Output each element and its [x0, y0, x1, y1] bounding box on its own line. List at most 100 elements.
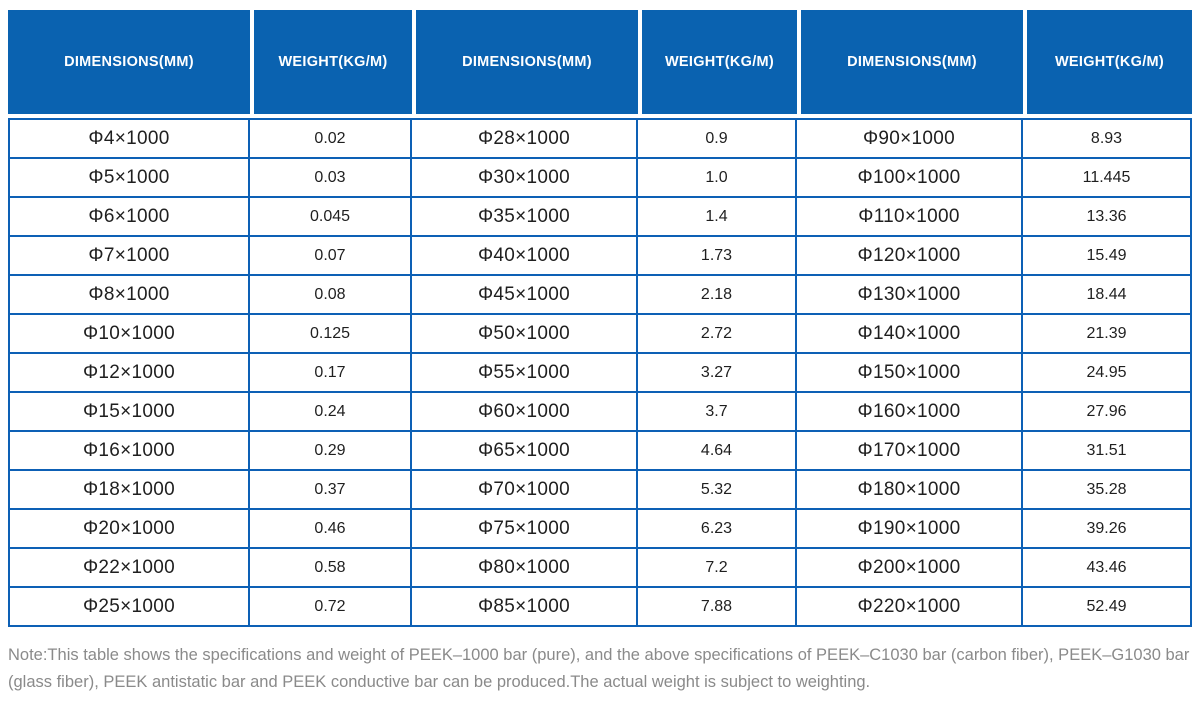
table-row: Φ8×1000 0.08 Φ45×1000 2.18 Φ130×1000 18.44	[8, 276, 1192, 315]
weight-cell: 0.07	[250, 237, 412, 276]
weight-cell: 27.96	[1023, 393, 1192, 432]
dimension-cell: Φ85×1000	[412, 588, 638, 627]
dimension-cell: Φ5×1000	[8, 159, 250, 198]
weight-cell: 52.49	[1023, 588, 1192, 627]
weight-cell: 0.24	[250, 393, 412, 432]
dimension-cell: Φ35×1000	[412, 198, 638, 237]
table-row: Φ4×1000 0.02 Φ28×1000 0.9 Φ90×1000 8.93	[8, 118, 1192, 159]
dimension-cell: Φ4×1000	[8, 118, 250, 159]
dimension-cell: Φ220×1000	[797, 588, 1023, 627]
table-row: Φ25×1000 0.72 Φ85×1000 7.88 Φ220×1000 52.49	[8, 588, 1192, 627]
dimension-cell: Φ170×1000	[797, 432, 1023, 471]
weight-cell: 39.26	[1023, 510, 1192, 549]
dimension-cell: Φ55×1000	[412, 354, 638, 393]
column-header-dimensions-2: DIMENSIONS(MM)	[412, 10, 638, 118]
dimension-cell: Φ100×1000	[797, 159, 1023, 198]
weight-cell: 0.37	[250, 471, 412, 510]
weight-cell: 1.0	[638, 159, 797, 198]
dimension-cell: Φ90×1000	[797, 118, 1023, 159]
weight-cell: 24.95	[1023, 354, 1192, 393]
column-header-weight-3: WEIGHT(KG/M)	[1023, 10, 1192, 118]
dimension-cell: Φ150×1000	[797, 354, 1023, 393]
dimension-cell: Φ50×1000	[412, 315, 638, 354]
weight-cell: 21.39	[1023, 315, 1192, 354]
weight-cell: 0.02	[250, 118, 412, 159]
weight-cell: 0.46	[250, 510, 412, 549]
column-header-dimensions-3: DIMENSIONS(MM)	[797, 10, 1023, 118]
dimension-cell: Φ160×1000	[797, 393, 1023, 432]
dimension-cell: Φ190×1000	[797, 510, 1023, 549]
weight-cell: 8.93	[1023, 118, 1192, 159]
column-header-weight-2: WEIGHT(KG/M)	[638, 10, 797, 118]
weight-cell: 13.36	[1023, 198, 1192, 237]
dimension-cell: Φ65×1000	[412, 432, 638, 471]
dimension-cell: Φ180×1000	[797, 471, 1023, 510]
weight-cell: 0.125	[250, 315, 412, 354]
weight-cell: 35.28	[1023, 471, 1192, 510]
table-row: Φ16×1000 0.29 Φ65×1000 4.64 Φ170×1000 31.51	[8, 432, 1192, 471]
weight-cell: 2.18	[638, 276, 797, 315]
dimension-cell: Φ25×1000	[8, 588, 250, 627]
table-body: Φ4×1000 0.02 Φ28×1000 0.9 Φ90×1000 8.93 Φ5×100…	[8, 118, 1192, 627]
table-row: Φ20×1000 0.46 Φ75×1000 6.23 Φ190×1000 39.26	[8, 510, 1192, 549]
dimension-cell: Φ12×1000	[8, 354, 250, 393]
dimension-cell: Φ7×1000	[8, 237, 250, 276]
dimension-cell: Φ22×1000	[8, 549, 250, 588]
table-row: Φ6×1000 0.045 Φ35×1000 1.4 Φ110×1000 13.36	[8, 198, 1192, 237]
weight-cell: 1.73	[638, 237, 797, 276]
weight-cell: 1.4	[638, 198, 797, 237]
table-row: Φ18×1000 0.37 Φ70×1000 5.32 Φ180×1000 35.28	[8, 471, 1192, 510]
weight-cell: 3.7	[638, 393, 797, 432]
weight-cell: 0.58	[250, 549, 412, 588]
table-header: DIMENSIONS(MM) WEIGHT(KG/M) DIMENSIONS(M…	[8, 10, 1192, 118]
dimension-cell: Φ45×1000	[412, 276, 638, 315]
column-header-weight-1: WEIGHT(KG/M)	[250, 10, 412, 118]
table-row: Φ5×1000 0.03 Φ30×1000 1.0 Φ100×1000 11.445	[8, 159, 1192, 198]
weight-cell: 0.08	[250, 276, 412, 315]
weight-cell: 15.49	[1023, 237, 1192, 276]
weight-cell: 7.2	[638, 549, 797, 588]
weight-cell: 43.46	[1023, 549, 1192, 588]
dimension-cell: Φ16×1000	[8, 432, 250, 471]
table-row: Φ12×1000 0.17 Φ55×1000 3.27 Φ150×1000 24.95	[8, 354, 1192, 393]
dimension-cell: Φ20×1000	[8, 510, 250, 549]
table-row: Φ22×1000 0.58 Φ80×1000 7.2 Φ200×1000 43.46	[8, 549, 1192, 588]
weight-cell: 0.03	[250, 159, 412, 198]
weight-cell: 0.9	[638, 118, 797, 159]
header-row: DIMENSIONS(MM) WEIGHT(KG/M) DIMENSIONS(M…	[8, 10, 1192, 118]
dimension-cell: Φ120×1000	[797, 237, 1023, 276]
weight-cell: 6.23	[638, 510, 797, 549]
table-row: Φ10×1000 0.125 Φ50×1000 2.72 Φ140×1000 21.39	[8, 315, 1192, 354]
weight-cell: 4.64	[638, 432, 797, 471]
dimension-cell: Φ80×1000	[412, 549, 638, 588]
dimension-cell: Φ60×1000	[412, 393, 638, 432]
dimension-cell: Φ30×1000	[412, 159, 638, 198]
table-row: Φ7×1000 0.07 Φ40×1000 1.73 Φ120×1000 15.49	[8, 237, 1192, 276]
weight-cell: 7.88	[638, 588, 797, 627]
weight-cell: 0.17	[250, 354, 412, 393]
weight-cell: 0.045	[250, 198, 412, 237]
dimension-cell: Φ8×1000	[8, 276, 250, 315]
note-text: Note:This table shows the specifications…	[8, 646, 1190, 691]
dimension-cell: Φ18×1000	[8, 471, 250, 510]
weight-cell: 5.32	[638, 471, 797, 510]
weight-cell: 0.72	[250, 588, 412, 627]
weight-cell: 0.29	[250, 432, 412, 471]
dimension-cell: Φ200×1000	[797, 549, 1023, 588]
dimension-cell: Φ10×1000	[8, 315, 250, 354]
dimension-cell: Φ15×1000	[8, 393, 250, 432]
dimension-cell: Φ40×1000	[412, 237, 638, 276]
dimension-cell: Φ110×1000	[797, 198, 1023, 237]
table-row: Φ15×1000 0.24 Φ60×1000 3.7 Φ160×1000 27.96	[8, 393, 1192, 432]
dimension-cell: Φ140×1000	[797, 315, 1023, 354]
dimension-cell: Φ130×1000	[797, 276, 1023, 315]
dimension-cell: Φ6×1000	[8, 198, 250, 237]
weight-cell: 31.51	[1023, 432, 1192, 471]
dimension-cell: Φ70×1000	[412, 471, 638, 510]
weight-cell: 11.445	[1023, 159, 1192, 198]
weight-cell: 3.27	[638, 354, 797, 393]
dimension-cell: Φ28×1000	[412, 118, 638, 159]
peek-bar-spec-table: DIMENSIONS(MM) WEIGHT(KG/M) DIMENSIONS(M…	[8, 10, 1192, 627]
weight-cell: 2.72	[638, 315, 797, 354]
